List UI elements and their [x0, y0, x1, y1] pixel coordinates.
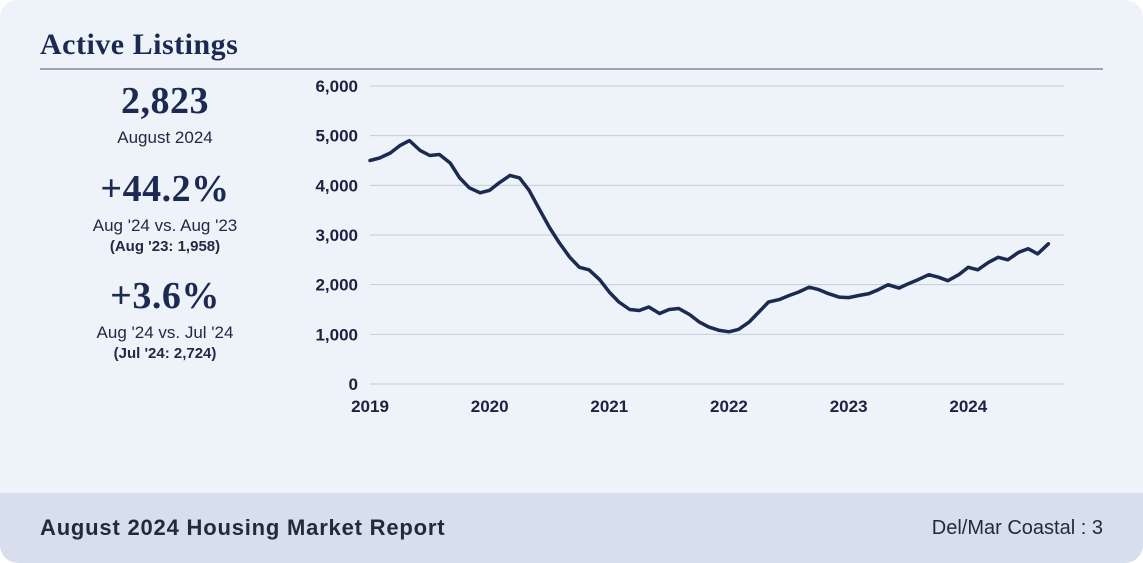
svg-text:5,000: 5,000 — [315, 127, 358, 146]
chart-container: 0 1,000 2,000 3,000 4,000 5,000 6,000 2019 2020 2… — [290, 76, 1103, 436]
footer-region: Del/Mar Coastal — [932, 517, 1075, 539]
svg-text:2,000: 2,000 — [315, 276, 358, 295]
footer-region-page: Del/Mar Coastal : 3 — [932, 517, 1103, 540]
svg-text:2024: 2024 — [949, 397, 987, 416]
svg-text:4,000: 4,000 — [315, 176, 358, 195]
title-rule — [40, 68, 1103, 70]
stat-current: 2,823 August 2024 — [40, 82, 290, 148]
stat-current-label: August 2024 — [40, 128, 290, 148]
svg-text:2022: 2022 — [710, 397, 748, 416]
svg-text:3,000: 3,000 — [315, 226, 358, 245]
stat-yoy-label: Aug '24 vs. Aug '23 — [40, 216, 290, 236]
stats-panel: 2,823 August 2024 +44.2% Aug '24 vs. Aug… — [40, 76, 290, 384]
card-content: 2,823 August 2024 +44.2% Aug '24 vs. Aug… — [40, 76, 1103, 436]
footer-page-num: 3 — [1092, 517, 1103, 539]
svg-text:2021: 2021 — [590, 397, 628, 416]
footer-report-title: August 2024 Housing Market Report — [40, 515, 445, 541]
stat-mom-label: Aug '24 vs. Jul '24 — [40, 323, 290, 343]
stat-mom: +3.6% Aug '24 vs. Jul '24 (Jul '24: 2,72… — [40, 277, 290, 362]
report-page: Active Listings 2,823 August 2024 +44.2%… — [0, 0, 1143, 563]
page-footer: August 2024 Housing Market Report Del/Ma… — [0, 493, 1143, 563]
footer-separator: : — [1081, 517, 1092, 539]
stat-current-value: 2,823 — [40, 82, 290, 122]
svg-text:2020: 2020 — [471, 397, 509, 416]
svg-text:2023: 2023 — [830, 397, 868, 416]
listings-card: Active Listings 2,823 August 2024 +44.2%… — [0, 0, 1143, 456]
stat-mom-note: (Jul '24: 2,724) — [40, 345, 290, 362]
svg-text:0: 0 — [349, 375, 358, 394]
stat-yoy: +44.2% Aug '24 vs. Aug '23 (Aug '23: 1,9… — [40, 170, 290, 255]
svg-text:6,000: 6,000 — [315, 77, 358, 96]
stat-yoy-value: +44.2% — [40, 170, 290, 210]
card-title: Active Listings — [40, 28, 1103, 68]
svg-text:2019: 2019 — [351, 397, 389, 416]
listings-line-chart: 0 1,000 2,000 3,000 4,000 5,000 6,000 2019 2020 2… — [290, 76, 1080, 426]
stat-yoy-note: (Aug '23: 1,958) — [40, 238, 290, 255]
svg-text:1,000: 1,000 — [315, 325, 358, 344]
stat-mom-value: +3.6% — [40, 277, 290, 317]
